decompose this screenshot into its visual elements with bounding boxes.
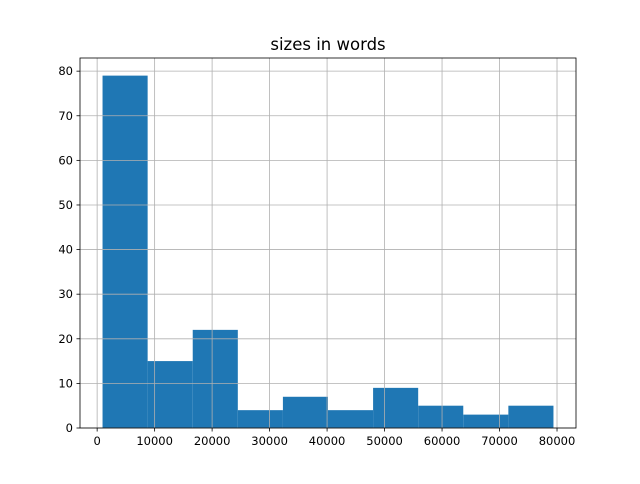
y-tick-label: 10 bbox=[58, 376, 73, 390]
histogram-bar bbox=[328, 410, 374, 428]
grid-lines-overlay bbox=[80, 58, 576, 429]
x-tick-label: 80000 bbox=[539, 434, 576, 448]
x-tick-label: 30000 bbox=[251, 434, 288, 448]
x-tick-label: 60000 bbox=[424, 434, 461, 448]
histogram-bar bbox=[102, 75, 148, 428]
histogram-bar bbox=[508, 405, 554, 428]
histogram-bar bbox=[147, 361, 193, 428]
histogram-bar bbox=[282, 396, 328, 428]
y-tick-label: 20 bbox=[58, 332, 73, 346]
histogram-bar bbox=[237, 410, 283, 428]
x-tick-label: 70000 bbox=[481, 434, 518, 448]
y-tick-label: 80 bbox=[58, 64, 73, 78]
y-tick-label: 70 bbox=[58, 109, 73, 123]
x-tick-label: 10000 bbox=[136, 434, 173, 448]
x-tick-label: 20000 bbox=[194, 434, 231, 448]
x-axis: 0 10000 20000 30000 40000 50000 60000 70000 8000… bbox=[93, 428, 575, 448]
chart-title: sizes in words bbox=[270, 35, 385, 54]
y-axis: 0 10 20 30 40 50 60 70 80 bbox=[58, 64, 80, 435]
y-tick-label: 60 bbox=[58, 153, 73, 167]
x-tick-label: 50000 bbox=[366, 434, 403, 448]
y-tick-label: 50 bbox=[58, 198, 73, 212]
bars bbox=[102, 75, 554, 428]
histogram-bar bbox=[192, 329, 238, 428]
x-tick-label: 0 bbox=[93, 434, 100, 448]
histogram-bar bbox=[418, 405, 464, 428]
axes-frame bbox=[79, 57, 577, 429]
y-tick-label: 30 bbox=[58, 287, 73, 301]
x-tick-label: 40000 bbox=[309, 434, 346, 448]
histogram-bar bbox=[463, 414, 509, 428]
histogram-bar bbox=[373, 387, 419, 428]
y-tick-label: 40 bbox=[58, 243, 73, 257]
y-tick-label: 0 bbox=[66, 421, 73, 435]
